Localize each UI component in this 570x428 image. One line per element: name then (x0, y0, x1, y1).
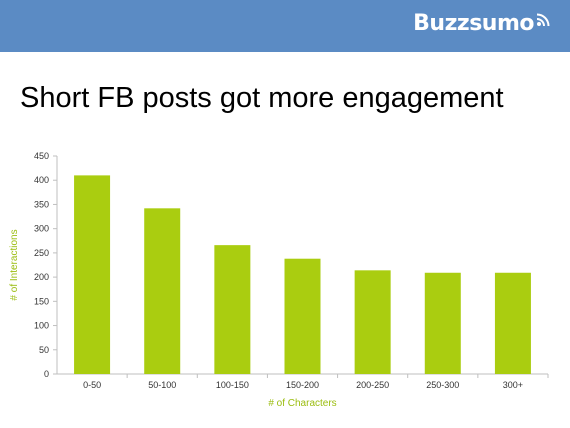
x-tick-label: 250-300 (426, 380, 459, 390)
y-tick-label: 200 (34, 272, 49, 282)
brand-name: Buzzsumo (413, 11, 534, 36)
bar-50-100 (144, 208, 181, 374)
y-tick-label: 50 (39, 345, 49, 355)
y-tick-label: 100 (34, 321, 49, 331)
y-tick-label: 350 (34, 199, 49, 209)
bar-300+ (494, 272, 531, 374)
y-tick-label: 450 (34, 151, 49, 161)
y-axis-label: # of Interactions (9, 229, 20, 300)
x-tick-label: 200-250 (356, 380, 389, 390)
brand-logo: Buzzsumo (413, 11, 550, 36)
y-tick-label: 250 (34, 248, 49, 258)
slide-title: Short FB posts got more engagement (20, 82, 504, 114)
bar-250-300 (424, 272, 461, 374)
bar-100-150 (214, 245, 251, 374)
y-tick-label: 0 (44, 369, 49, 379)
y-tick-label: 150 (34, 296, 49, 306)
slide-header: Buzzsumo (0, 0, 570, 52)
y-tick-label: 400 (34, 175, 49, 185)
bar-0-50 (74, 175, 111, 374)
x-tick-label: 50-100 (148, 380, 176, 390)
x-tick-label: 300+ (503, 380, 523, 390)
rss-signal-icon (536, 13, 550, 26)
x-axis-label: # of Characters (268, 398, 336, 409)
x-tick-label: 150-200 (286, 380, 319, 390)
bar-200-250 (354, 270, 391, 374)
bar-150-200 (284, 258, 321, 374)
x-tick-label: 100-150 (216, 380, 249, 390)
y-tick-label: 300 (34, 224, 49, 234)
x-tick-label: 0-50 (83, 380, 101, 390)
